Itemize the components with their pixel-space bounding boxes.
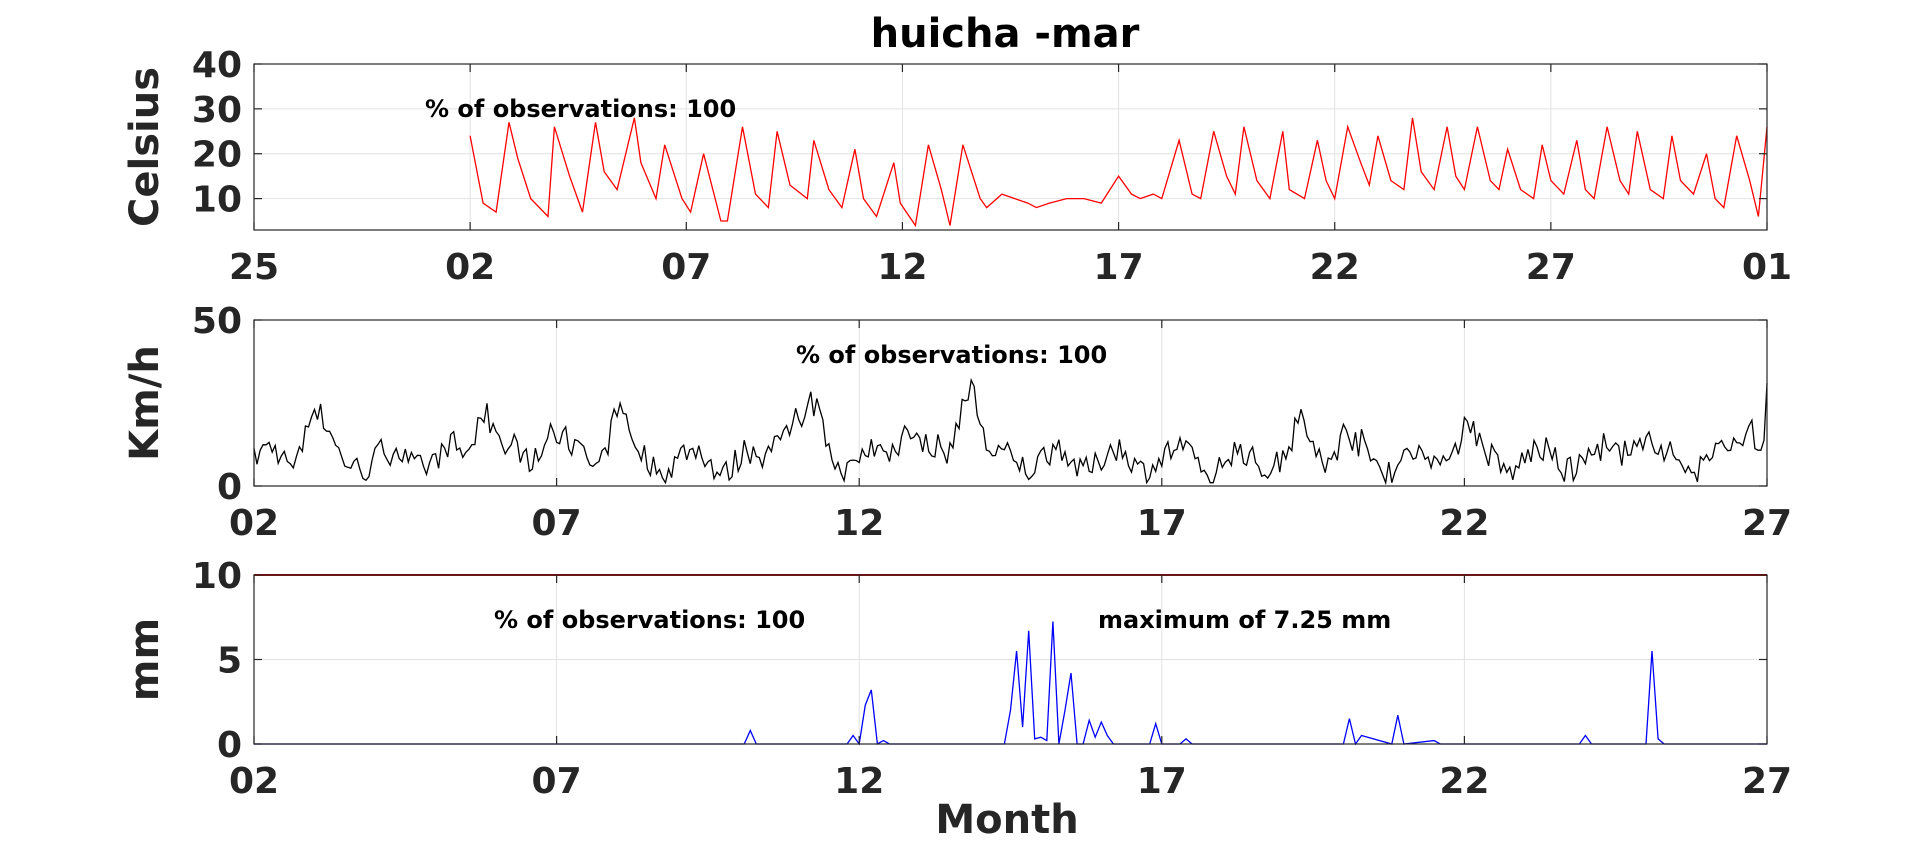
x-tick-label: 22 (1310, 247, 1360, 288)
temperature-ylabel: Celsius (122, 67, 168, 227)
y-tick-label: 50 (192, 301, 242, 342)
wind-panel: 02 07 12 17 22 27 0 50 Km/h % of observations:… (122, 301, 1792, 544)
wind-series (253, 377, 1768, 486)
y-tick-label: 5 (217, 641, 242, 682)
wind-x-ticks: 02 07 12 17 22 27 (229, 320, 1792, 544)
figure-title: huicha -mar (871, 11, 1140, 57)
x-tick-label: 17 (1137, 761, 1187, 802)
y-tick-label: 10 (192, 180, 242, 221)
x-tick-label: 27 (1742, 503, 1792, 544)
temperature-observations-note: % of observations: 100 (425, 95, 736, 123)
x-tick-label: 12 (834, 761, 884, 802)
x-axis-label: Month (935, 797, 1078, 841)
precipitation-grid (254, 575, 1767, 744)
precipitation-x-ticks: 02 07 12 17 22 27 (229, 575, 1792, 802)
x-tick-label: 27 (1526, 247, 1576, 288)
x-tick-label: 07 (661, 247, 711, 288)
x-tick-label: 27 (1742, 761, 1792, 802)
x-tick-label: 22 (1439, 761, 1489, 802)
x-tick-label: 25 (229, 247, 279, 288)
wind-axes-frame (253, 319, 1768, 487)
wind-ylabel: Km/h (122, 345, 168, 461)
x-tick-label: 12 (877, 247, 927, 288)
y-tick-label: 20 (192, 135, 242, 176)
x-tick-label: 17 (1137, 503, 1187, 544)
temperature-x-ticks: 25 02 07 12 17 22 27 01 (229, 64, 1792, 288)
x-tick-label: 01 (1742, 247, 1792, 288)
precipitation-ylabel: mm (122, 618, 168, 701)
wind-grid (556, 320, 1465, 486)
x-tick-label: 02 (229, 503, 279, 544)
y-tick-label: 0 (217, 467, 242, 508)
y-tick-label: 0 (217, 725, 242, 766)
precipitation-observations-note: % of observations: 100 (494, 606, 805, 634)
precipitation-maximum-note: maximum of 7.25 mm (1098, 606, 1391, 634)
wind-observations-note: % of observations: 100 (796, 341, 1107, 369)
y-tick-label: 30 (192, 90, 242, 131)
precipitation-series (254, 621, 1767, 746)
temperature-series (469, 117, 1768, 228)
y-tick-label: 40 (192, 45, 242, 86)
x-tick-label: 02 (229, 761, 279, 802)
precipitation-y-ticks: 0 5 10 (192, 556, 1767, 766)
x-tick-label: 07 (532, 503, 582, 544)
x-tick-label: 17 (1094, 247, 1144, 288)
x-tick-label: 12 (834, 503, 884, 544)
temperature-grid (254, 64, 1767, 230)
wind-y-ticks: 0 50 (192, 301, 1767, 508)
precipitation-panel: 02 07 12 17 22 27 0 5 10 mm % of observations: … (122, 556, 1792, 802)
x-tick-label: 02 (445, 247, 495, 288)
x-tick-label: 07 (532, 761, 582, 802)
x-tick-label: 22 (1439, 503, 1489, 544)
y-tick-label: 10 (192, 556, 242, 597)
temperature-axes-frame (253, 63, 1768, 231)
